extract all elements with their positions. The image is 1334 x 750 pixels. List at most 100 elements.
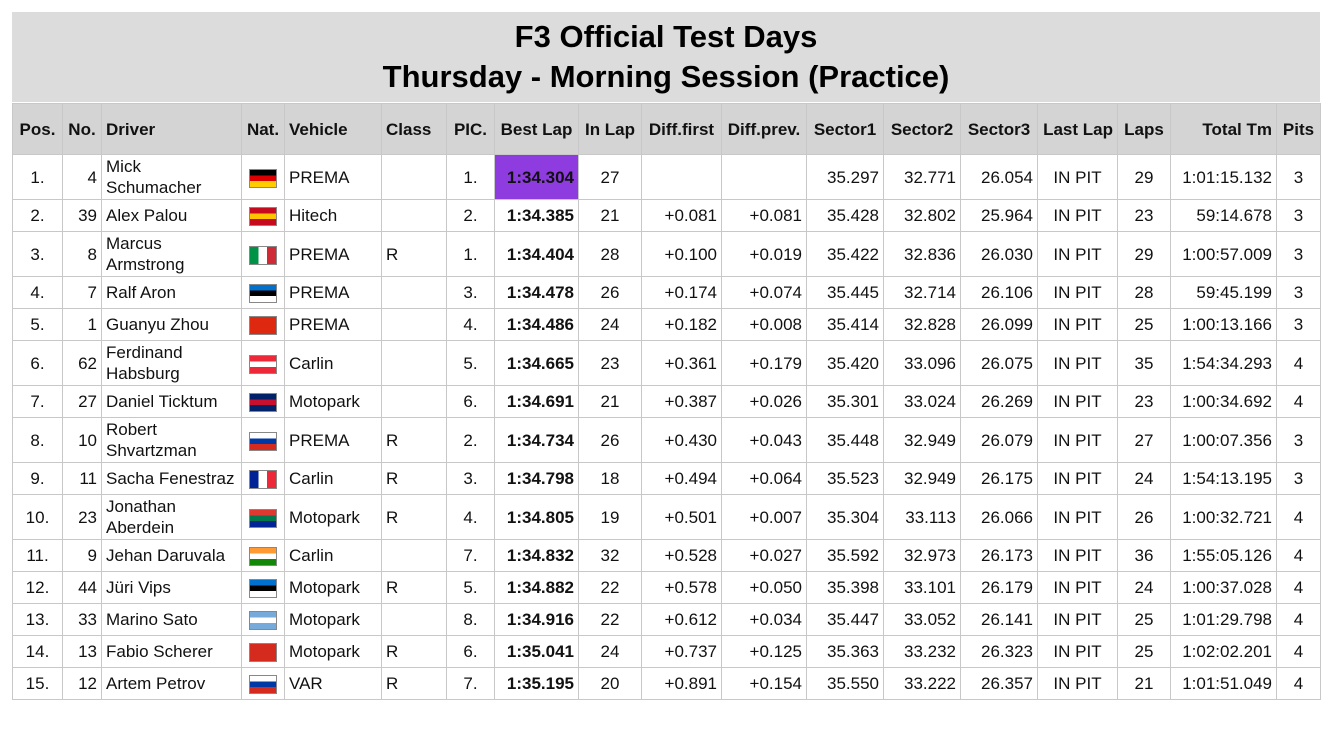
cell-driver: Ralf Aron	[101, 276, 242, 309]
result-row: 2. 39 Alex Palou Hitech 2. 1:34.385 21 +0.081 +0…	[12, 199, 1321, 232]
nationality-cell	[241, 154, 285, 200]
cell-inlap: 32	[578, 539, 642, 572]
column-header: Vehicle	[284, 103, 382, 155]
flag	[249, 284, 277, 303]
cell-s2: 33.101	[883, 571, 961, 604]
result-row: 7. 27 Daniel Ticktum Motopark 6. 1:34.691 21 +0…	[12, 385, 1321, 418]
cell-pos: 3.	[12, 231, 63, 277]
nationality-cell	[241, 417, 285, 463]
cell-best: 1:34.304	[494, 154, 579, 200]
cell-pos: 7.	[12, 385, 63, 418]
cell-best: 1:34.805	[494, 494, 579, 540]
result-row: 13. 33 Marino Sato Motopark 8. 1:34.916 22 +0.6…	[12, 603, 1321, 636]
cell-no: 10	[62, 417, 102, 463]
cell-last: IN PIT	[1037, 417, 1118, 463]
nationality-cell	[241, 385, 285, 418]
cell-pits: 3	[1276, 462, 1321, 495]
column-header: No.	[62, 103, 102, 155]
cell-vehicle: Motopark	[284, 494, 382, 540]
cell-last: IN PIT	[1037, 667, 1118, 700]
cell-dfirst: +0.737	[641, 635, 722, 668]
flag	[249, 611, 277, 630]
cell-inlap: 26	[578, 417, 642, 463]
cell-s2: 32.836	[883, 231, 961, 277]
cell-no: 1	[62, 308, 102, 341]
result-row: 6. 62 Ferdinand Habsburg Carlin 5. 1:34.665 23…	[12, 340, 1321, 386]
cell-laps: 23	[1117, 385, 1171, 418]
cell-s2: 33.232	[883, 635, 961, 668]
cell-s1: 35.592	[806, 539, 884, 572]
column-header: Sector2	[883, 103, 961, 155]
cell-pic: 5.	[446, 340, 495, 386]
cell-laps: 28	[1117, 276, 1171, 309]
cell-s2: 33.222	[883, 667, 961, 700]
flag	[249, 207, 277, 226]
cell-pits: 3	[1276, 276, 1321, 309]
cell-laps: 23	[1117, 199, 1171, 232]
flag	[249, 393, 277, 412]
cell-total: 1:02:02.201	[1170, 635, 1277, 668]
cell-driver: Marino Sato	[101, 603, 242, 636]
cell-last: IN PIT	[1037, 635, 1118, 668]
cell-dfirst: +0.387	[641, 385, 722, 418]
cell-s3: 26.141	[960, 603, 1038, 636]
cell-s1: 35.422	[806, 231, 884, 277]
cell-dprev: +0.074	[721, 276, 807, 309]
nationality-cell	[241, 462, 285, 495]
result-row: 8. 10 Robert Shvartzman PREMA R 2. 1:34.734 26 +…	[12, 417, 1321, 463]
result-row: 12. 44 Jüri Vips Motopark R 5. 1:34.882 22 +0.57…	[12, 571, 1321, 604]
column-header: In Lap	[578, 103, 642, 155]
cell-driver: Jüri Vips	[101, 571, 242, 604]
result-row: 5. 1 Guanyu Zhou PREMA 4. 1:34.486 24 +0.182 +0.…	[12, 308, 1321, 341]
cell-driver: Daniel Ticktum	[101, 385, 242, 418]
cell-total: 59:14.678	[1170, 199, 1277, 232]
cell-last: IN PIT	[1037, 385, 1118, 418]
cell-s2: 32.802	[883, 199, 961, 232]
flag	[249, 508, 277, 528]
empty-cell	[381, 199, 447, 232]
cell-vehicle: PREMA	[284, 276, 382, 309]
cell-pos: 9.	[12, 462, 63, 495]
cell-driver: Robert Shvartzman	[101, 417, 242, 463]
cell-no: 4	[62, 154, 102, 200]
column-header: Total Tm	[1170, 103, 1277, 155]
cell-pic: 2.	[446, 199, 495, 232]
cell-inlap: 22	[578, 603, 642, 636]
cell-pic: 6.	[446, 635, 495, 668]
cell-pits: 4	[1276, 635, 1321, 668]
cell-dprev: +0.027	[721, 539, 807, 572]
flag	[249, 431, 277, 451]
cell-class: R	[381, 494, 447, 540]
column-header: Last Lap	[1037, 103, 1118, 155]
cell-s3: 26.357	[960, 667, 1038, 700]
cell-best: 1:34.665	[494, 340, 579, 386]
cell-total: 59:45.199	[1170, 276, 1277, 309]
cell-dprev: +0.050	[721, 571, 807, 604]
cell-best: 1:34.486	[494, 308, 579, 341]
title-block: F3 Official Test Days Thursday - Morning…	[12, 12, 1320, 102]
cell-s2: 32.949	[883, 462, 961, 495]
flag	[249, 643, 277, 662]
cell-s1: 35.550	[806, 667, 884, 700]
cell-inlap: 23	[578, 340, 642, 386]
result-row: 3. 8 Marcus Armstrong PREMA R 1. 1:34.404 28 +0.…	[12, 231, 1321, 277]
cell-dfirst: +0.081	[641, 199, 722, 232]
cell-s1: 35.301	[806, 385, 884, 418]
flag	[249, 470, 277, 489]
cell-pits: 3	[1276, 199, 1321, 232]
cell-total: 1:54:13.195	[1170, 462, 1277, 495]
flag	[249, 245, 277, 265]
cell-pic: 3.	[446, 462, 495, 495]
cell-vehicle: Motopark	[284, 571, 382, 604]
cell-inlap: 20	[578, 667, 642, 700]
cell-s3: 26.030	[960, 231, 1038, 277]
cell-best: 1:34.385	[494, 199, 579, 232]
cell-dprev: +0.179	[721, 340, 807, 386]
cell-s1: 35.297	[806, 154, 884, 200]
cell-s2: 32.973	[883, 539, 961, 572]
cell-pic: 4.	[446, 494, 495, 540]
cell-pos: 2.	[12, 199, 63, 232]
cell-laps: 26	[1117, 494, 1171, 540]
cell-last: IN PIT	[1037, 308, 1118, 341]
cell-dfirst: +0.891	[641, 667, 722, 700]
